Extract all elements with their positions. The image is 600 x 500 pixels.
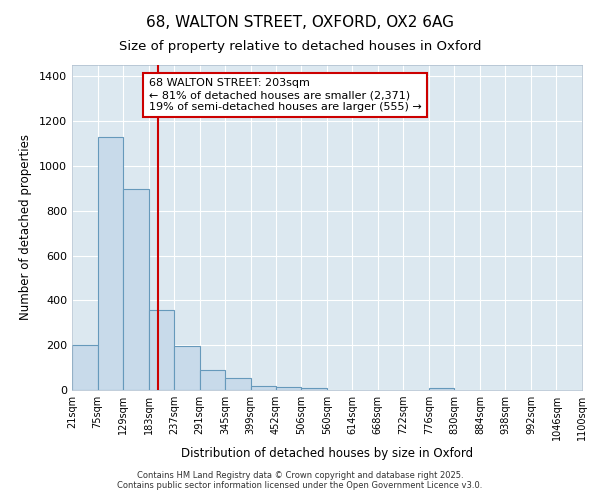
Bar — [123, 190, 149, 390]
X-axis label: Distribution of detached houses by size in Oxford: Distribution of detached houses by size … — [181, 447, 473, 460]
Bar — [149, 310, 174, 390]
Text: Contains HM Land Registry data © Crown copyright and database right 2025.
Contai: Contains HM Land Registry data © Crown c… — [118, 470, 482, 490]
Bar — [200, 370, 225, 390]
Text: Size of property relative to detached houses in Oxford: Size of property relative to detached ho… — [119, 40, 481, 53]
Bar — [225, 378, 251, 390]
Bar — [174, 346, 200, 390]
Text: 68, WALTON STREET, OXFORD, OX2 6AG: 68, WALTON STREET, OXFORD, OX2 6AG — [146, 15, 454, 30]
Bar — [72, 345, 98, 390]
Bar — [429, 388, 454, 390]
Bar — [276, 386, 301, 390]
Bar — [301, 388, 327, 390]
Bar — [98, 136, 123, 390]
Text: 68 WALTON STREET: 203sqm
← 81% of detached houses are smaller (2,371)
19% of sem: 68 WALTON STREET: 203sqm ← 81% of detach… — [149, 78, 421, 112]
Bar — [251, 386, 276, 390]
Y-axis label: Number of detached properties: Number of detached properties — [19, 134, 32, 320]
